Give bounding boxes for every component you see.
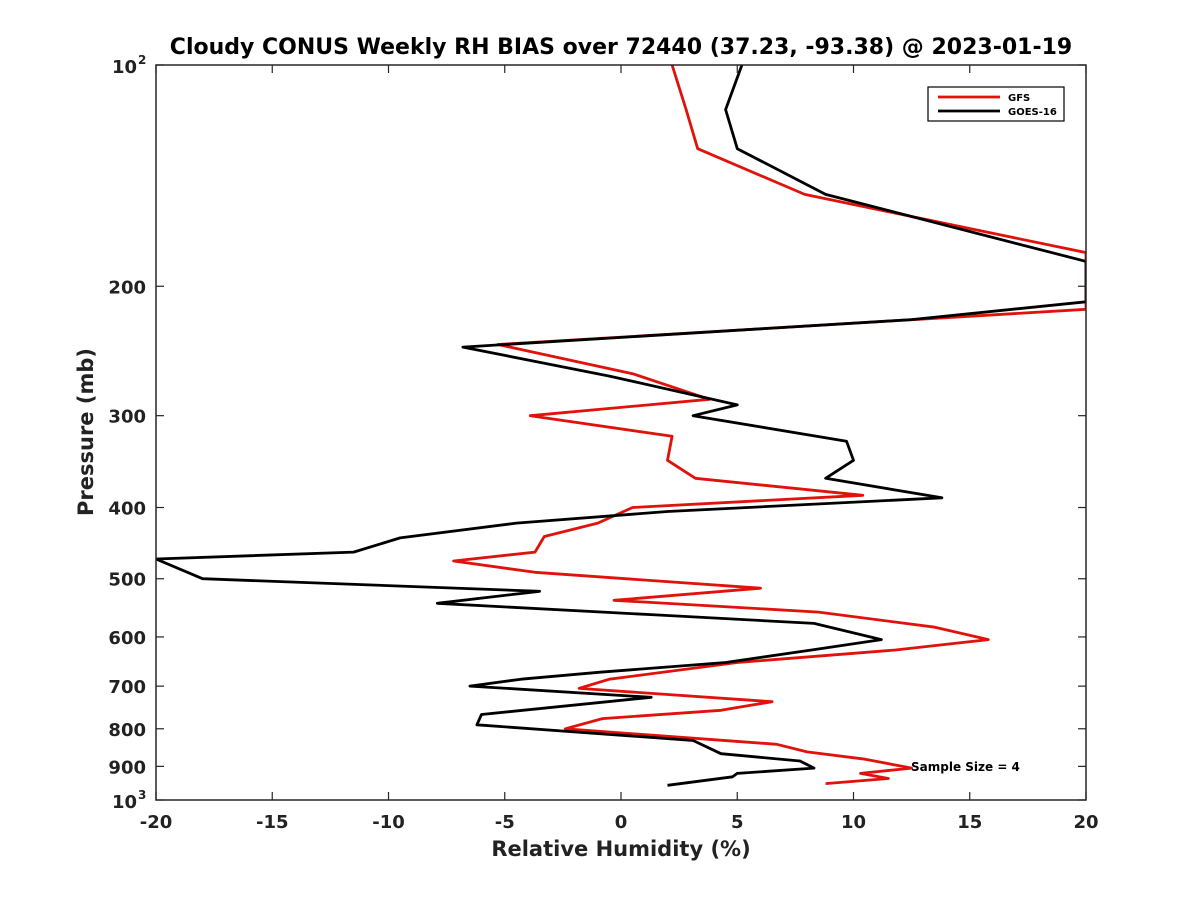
series-layer xyxy=(156,65,1086,787)
x-tick-label: -20 xyxy=(140,812,173,833)
y-tick-label: 700 xyxy=(108,677,146,698)
x-tick-label: 15 xyxy=(957,812,982,833)
x-tick-label: -5 xyxy=(495,812,515,833)
y-tick-label: 900 xyxy=(108,757,146,778)
y-tick-label: 10 xyxy=(112,57,137,78)
chart-title: Cloudy CONUS Weekly RH BIAS over 72440 (… xyxy=(170,35,1072,60)
y-tick-label: 10 xyxy=(112,792,137,813)
series-line-goes-16 xyxy=(156,65,1086,787)
y-tick-label: 600 xyxy=(108,628,146,649)
legend: GFS GOES-16 xyxy=(927,86,1065,122)
x-tick-label: 10 xyxy=(841,812,866,833)
y-tick-label: 300 xyxy=(108,407,146,428)
x-tick-label: -10 xyxy=(372,812,405,833)
legend-box xyxy=(927,86,1065,122)
y-tick-label-exponent: 2 xyxy=(138,53,146,67)
plot-frame xyxy=(155,64,1087,801)
y-tick-label: 500 xyxy=(108,570,146,591)
series-line-gfs xyxy=(452,65,1086,785)
y-axis-label: Pressure (mb) xyxy=(74,348,98,516)
y-tick-label: 200 xyxy=(108,277,146,298)
x-tick-label: 20 xyxy=(1073,812,1098,833)
y-tick-label: 400 xyxy=(108,499,146,520)
x-axis: -20 -15 -10 -5 0 5 10 15 20 xyxy=(140,65,1099,833)
y-tick-label: 800 xyxy=(108,720,146,741)
x-tick-label: -15 xyxy=(256,812,289,833)
sample-size-annotation: Sample Size = 4 xyxy=(911,760,1020,774)
x-axis-label: Relative Humidity (%) xyxy=(491,837,750,861)
x-tick-label: 0 xyxy=(615,812,628,833)
x-tick-label: 5 xyxy=(731,812,744,833)
legend-label-gfs: GFS xyxy=(1008,93,1030,104)
y-tick-label-exponent: 3 xyxy=(138,788,146,802)
legend-label-goes-16: GOES-16 xyxy=(1008,107,1057,118)
